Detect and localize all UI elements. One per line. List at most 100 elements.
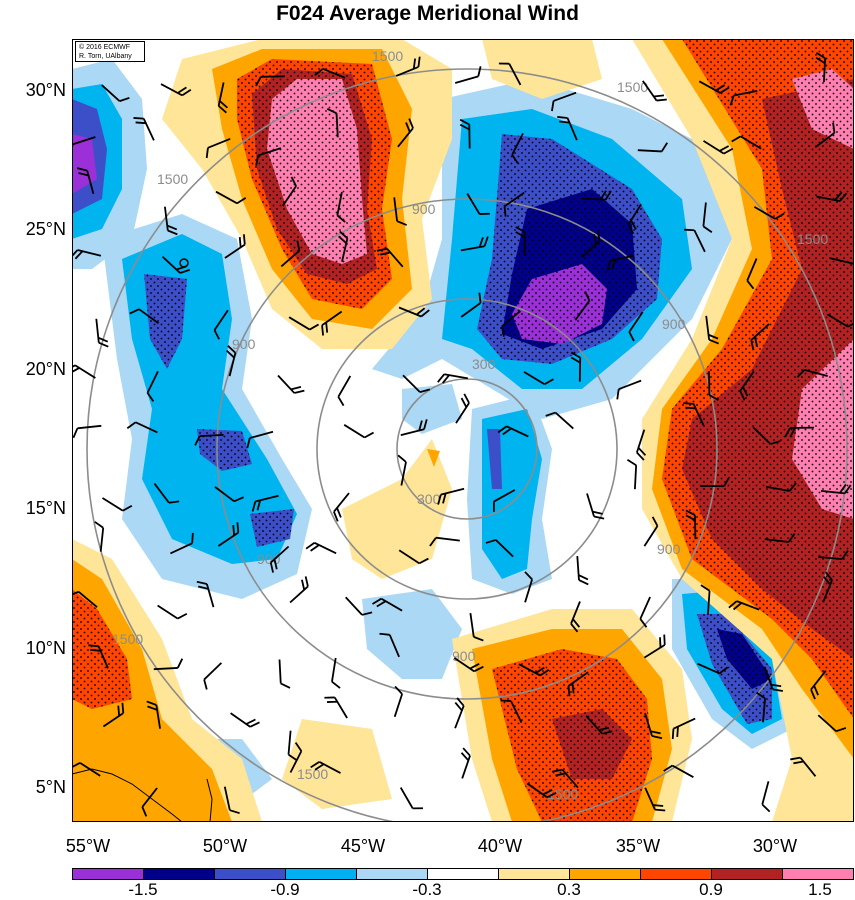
wind-barb bbox=[310, 761, 341, 774]
wind-barb bbox=[153, 483, 180, 504]
neg-region-left-dots bbox=[144, 274, 294, 547]
wind-barbs bbox=[72, 52, 854, 817]
wind-barb bbox=[526, 782, 557, 799]
contour-label: 900 bbox=[657, 541, 681, 557]
copyright-box: © 2016 ECMWF R. Torn, UAlbany bbox=[75, 41, 145, 62]
wind-barb bbox=[810, 670, 827, 700]
wind-barb bbox=[752, 426, 781, 445]
wind-barb bbox=[492, 489, 516, 512]
contour-label: 300 bbox=[417, 491, 441, 507]
wind-barb bbox=[684, 228, 706, 253]
wind-barb bbox=[765, 482, 797, 492]
wind-barb bbox=[72, 424, 102, 439]
wind-barb bbox=[570, 351, 582, 382]
wind-barb bbox=[518, 663, 550, 677]
wind-barb bbox=[815, 52, 827, 83]
wind-barb bbox=[628, 311, 644, 342]
wind-barb bbox=[820, 483, 852, 495]
wind-barb bbox=[626, 459, 638, 490]
colorbar-segment bbox=[499, 869, 570, 879]
wind-barb bbox=[818, 550, 849, 560]
wind-barb bbox=[153, 658, 184, 671]
wind-barb bbox=[215, 190, 247, 205]
wind-barb bbox=[338, 230, 349, 262]
contour-label: 1500 bbox=[297, 766, 328, 782]
colorbar-segment bbox=[357, 869, 428, 879]
wind-barb bbox=[576, 556, 589, 586]
contour-label: 1500 bbox=[617, 79, 648, 95]
wind-barb bbox=[585, 715, 613, 735]
wind-barb bbox=[164, 206, 178, 236]
wind-barb bbox=[761, 781, 771, 813]
wind-barb bbox=[700, 476, 730, 488]
wind-barb bbox=[830, 255, 854, 265]
neg-region-center-dots bbox=[477, 134, 662, 364]
wind-barb bbox=[698, 80, 730, 94]
wind-barb bbox=[581, 190, 612, 201]
contour-label: 900 bbox=[662, 316, 686, 332]
wind-barb bbox=[437, 373, 469, 384]
colorbar bbox=[72, 868, 854, 880]
wind-barb bbox=[102, 497, 133, 512]
longitude-label: 30°W bbox=[752, 836, 798, 856]
wind-barb bbox=[570, 601, 581, 633]
wind-barb bbox=[72, 590, 98, 608]
wind-barb bbox=[251, 494, 279, 512]
wind-barb bbox=[402, 374, 431, 394]
latitude-label: 30°N bbox=[25, 80, 66, 100]
colorbar-segment bbox=[73, 869, 144, 879]
wind-barb bbox=[731, 135, 762, 150]
wind-barb bbox=[397, 454, 407, 486]
wind-barb bbox=[376, 247, 404, 268]
wind-barb bbox=[586, 493, 605, 520]
wind-barb bbox=[637, 142, 668, 153]
wind-barb bbox=[627, 203, 642, 235]
wind-barb bbox=[763, 666, 784, 692]
wind-barb bbox=[203, 662, 223, 690]
colorbar-segment bbox=[215, 869, 286, 879]
wind-barb bbox=[700, 584, 711, 615]
wind-barb bbox=[503, 191, 525, 217]
wind-barb bbox=[697, 662, 729, 675]
wind-barb bbox=[764, 533, 796, 543]
wind-barb bbox=[511, 132, 524, 164]
colorbar-segment bbox=[144, 869, 215, 879]
wind-barb bbox=[72, 364, 96, 379]
latitude-label: 15°N bbox=[25, 498, 66, 518]
longitude-label: 50°W bbox=[202, 836, 248, 856]
contour-label: 1500 bbox=[797, 231, 828, 247]
wind-barb bbox=[289, 576, 309, 604]
wind-barb bbox=[398, 306, 430, 318]
wind-barb bbox=[739, 370, 755, 401]
wind-barb bbox=[616, 379, 642, 400]
wind-barb bbox=[336, 191, 346, 223]
wind-barb bbox=[146, 370, 159, 402]
wind-barb bbox=[515, 226, 526, 256]
colorbar-label: 1.5 bbox=[808, 880, 832, 899]
contour-label: 300 bbox=[472, 356, 496, 372]
contour-label: 1500 bbox=[372, 48, 403, 64]
wind-barb bbox=[746, 258, 758, 290]
wind-barb bbox=[454, 697, 465, 729]
wind-barb bbox=[498, 62, 522, 86]
wind-barb bbox=[642, 80, 667, 102]
wind-barb bbox=[214, 486, 244, 503]
wind-barb bbox=[466, 193, 490, 215]
wind-barb bbox=[551, 91, 577, 112]
wind-barb bbox=[454, 66, 482, 84]
wind-barb bbox=[324, 696, 348, 719]
wind-barb bbox=[101, 84, 130, 103]
wind-barb bbox=[753, 206, 785, 220]
wind-barb bbox=[326, 108, 339, 138]
wind-barb bbox=[460, 747, 471, 779]
wind-barb bbox=[460, 292, 482, 318]
wind-barb bbox=[372, 597, 403, 612]
wind-barb bbox=[277, 374, 305, 394]
contour-label: 900 bbox=[452, 648, 476, 664]
wind-barb bbox=[393, 685, 403, 718]
wind-barb bbox=[205, 137, 231, 159]
coastline-small bbox=[206, 778, 213, 822]
latitude-label: 5°N bbox=[35, 777, 66, 797]
wind-barb bbox=[469, 612, 484, 642]
neg-region-lowerright-dots bbox=[697, 614, 772, 724]
